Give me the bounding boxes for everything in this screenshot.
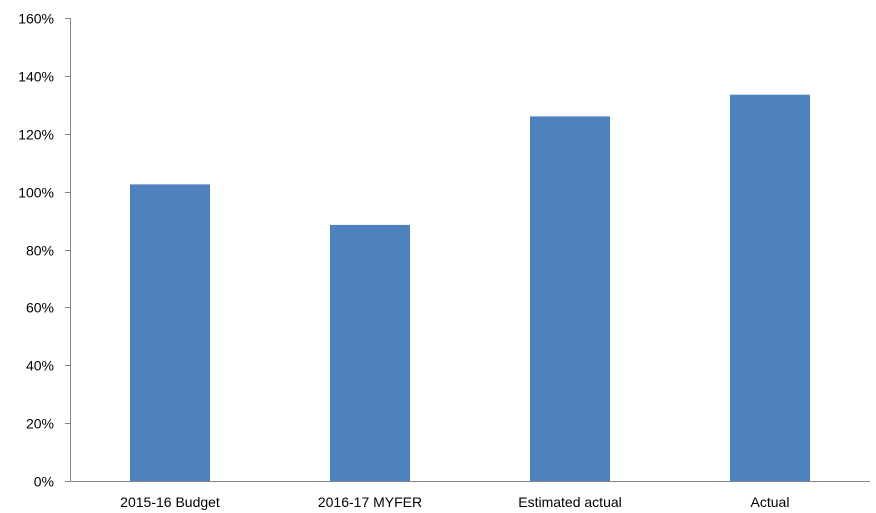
bars (130, 94, 810, 481)
bar (330, 224, 410, 481)
bar (130, 184, 210, 481)
x-category-label: Actual (751, 494, 790, 510)
y-tick-label: 100% (18, 185, 54, 201)
y-tick-label: 20% (26, 416, 54, 432)
x-category-label: Estimated actual (518, 494, 622, 510)
y-tick-label: 60% (26, 300, 54, 316)
y-tick-label: 80% (26, 243, 54, 259)
bar (730, 94, 810, 481)
x-category-label: 2016-17 MYFER (318, 494, 422, 510)
y-tick-label: 140% (18, 69, 54, 85)
x-category-label: 2015-16 Budget (120, 494, 220, 510)
bar (530, 116, 610, 481)
y-axis: 0% 20% 40% 60% 80% 100% 120% 140% 160% (18, 11, 71, 490)
y-tick-label: 40% (26, 358, 54, 374)
y-tick-label: 120% (18, 127, 54, 143)
x-axis: 2015-16 Budget 2016-17 MYFER Estimated act… (70, 481, 870, 510)
y-tick-label: 0% (34, 474, 54, 490)
y-tick-label: 160% (18, 11, 54, 27)
